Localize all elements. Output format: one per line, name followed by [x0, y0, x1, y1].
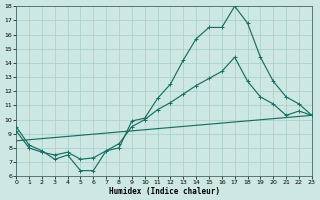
- X-axis label: Humidex (Indice chaleur): Humidex (Indice chaleur): [108, 187, 220, 196]
